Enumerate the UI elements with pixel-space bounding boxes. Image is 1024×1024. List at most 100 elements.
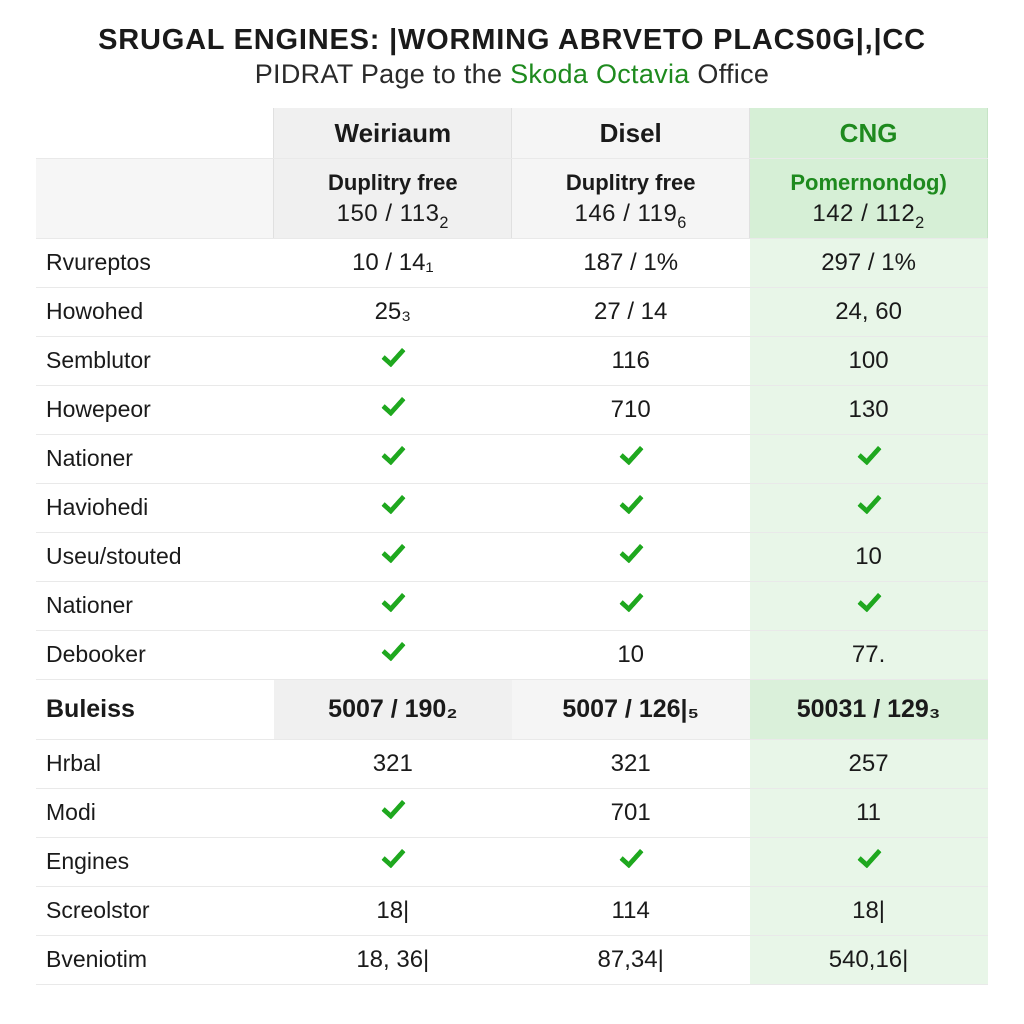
col1-name: Weiriaum [274, 108, 512, 158]
row-label: Bveniotim [36, 935, 274, 984]
table-row: Screolstor18|11418| [36, 886, 988, 935]
table-cell: 18, 36| [274, 935, 512, 984]
table-cell: 187 / 1% [512, 238, 750, 287]
table-cell [512, 837, 750, 886]
table-row: Debooker 1077. [36, 630, 988, 679]
table-cell [274, 532, 512, 581]
check-icon [618, 442, 644, 468]
col3-sub-suffix: 2 [915, 214, 925, 232]
table-cell: 257 [750, 739, 988, 788]
check-icon [618, 845, 644, 871]
table-row: Semblutor116100 [36, 336, 988, 385]
table-cell: 5007 / 190₂ [274, 679, 512, 739]
check-icon [380, 589, 406, 615]
table-cell: 10 [512, 630, 750, 679]
row-label: Modi [36, 788, 274, 837]
table-cell: 10 [750, 532, 988, 581]
table-cell: 24, 60 [750, 287, 988, 336]
table-cell [512, 581, 750, 630]
table-cell [274, 483, 512, 532]
page-title: SRUGAL ENGINES: |WORMING ABRVETO PLACS0G… [36, 24, 988, 57]
table-row: Modi 70111 [36, 788, 988, 837]
check-icon [618, 540, 644, 566]
row-label: Buleiss [36, 679, 274, 739]
col3-sub-label: Pomernondog) [790, 170, 946, 195]
col1-sub-label: Duplitry free [328, 170, 458, 195]
table-row: Rvureptos10 / 14₁187 / 1%297 / 1% [36, 238, 988, 287]
col2-sub-label: Duplitry free [566, 170, 696, 195]
table-cell [750, 483, 988, 532]
table-cell: 321 [512, 739, 750, 788]
check-icon [380, 344, 406, 370]
check-icon [618, 589, 644, 615]
table-cell [512, 483, 750, 532]
check-icon [618, 491, 644, 517]
row-label: Howohed [36, 287, 274, 336]
table-cell [274, 581, 512, 630]
table-cell [512, 434, 750, 483]
table-row: Useu/stouted 10 [36, 532, 988, 581]
table-row: Engines [36, 837, 988, 886]
row-label: Engines [36, 837, 274, 886]
table-cell [274, 385, 512, 434]
row-label: Debooker [36, 630, 274, 679]
table-cell [750, 581, 988, 630]
table-cell: 10 / 14₁ [274, 238, 512, 287]
col2-name: Disel [512, 108, 750, 158]
col1-sub: Duplitry free 150 / 1132 [274, 158, 512, 238]
comparison-table: Weiriaum Disel CNG Duplitry free 150 / 1… [36, 108, 988, 985]
col2-sub-value: 146 / 119 [574, 200, 677, 227]
col3-sub: Pomernondog) 142 / 1122 [750, 158, 988, 238]
check-icon [380, 491, 406, 517]
check-icon [856, 442, 882, 468]
table-cell: 540,16| [750, 935, 988, 984]
col2-sub: Duplitry free 146 / 1196 [512, 158, 750, 238]
table-cell: 5007 / 126|₅ [512, 679, 750, 739]
check-icon [856, 491, 882, 517]
table-cell [274, 837, 512, 886]
table-cell [750, 434, 988, 483]
subtitle-accent: Skoda Octavia [510, 59, 690, 89]
col2-sub-suffix: 6 [677, 214, 687, 232]
row-label: Haviohedi [36, 483, 274, 532]
table-row: Howepeor710130 [36, 385, 988, 434]
table-body: Rvureptos10 / 14₁187 / 1%297 / 1%Howohed… [36, 238, 988, 984]
table-cell: 100 [750, 336, 988, 385]
table-cell: 701 [512, 788, 750, 837]
page: SRUGAL ENGINES: |WORMING ABRVETO PLACS0G… [0, 0, 1024, 985]
table-row: Bveniotim18, 36|87,34|540,16| [36, 935, 988, 984]
check-icon [856, 589, 882, 615]
row-label: Nationer [36, 581, 274, 630]
page-subtitle: PIDRAT Page to the Skoda Octavia Office [36, 59, 988, 90]
table-header-row-2: Duplitry free 150 / 1132 Duplitry free 1… [36, 158, 988, 238]
check-icon [856, 845, 882, 871]
table-cell: 710 [512, 385, 750, 434]
table-row: Nationer [36, 434, 988, 483]
table-cell: 77. [750, 630, 988, 679]
col3-name: CNG [750, 108, 988, 158]
row-label: Semblutor [36, 336, 274, 385]
table-row: Haviohedi [36, 483, 988, 532]
col1-sub-suffix: 2 [439, 214, 449, 232]
table-cell: 130 [750, 385, 988, 434]
table-cell [274, 630, 512, 679]
row-label: Screolstor [36, 886, 274, 935]
check-icon [380, 638, 406, 664]
subtitle-pre: PIDRAT Page to the [255, 59, 510, 89]
check-icon [380, 393, 406, 419]
table-cell: 11 [750, 788, 988, 837]
header-empty [36, 108, 274, 158]
check-icon [380, 442, 406, 468]
table-cell: 297 / 1% [750, 238, 988, 287]
header-empty-2 [36, 158, 274, 238]
table-cell [512, 532, 750, 581]
row-label: Useu/stouted [36, 532, 274, 581]
table-cell [274, 434, 512, 483]
table-cell: 50031 / 129₃ [750, 679, 988, 739]
table-header-row-1: Weiriaum Disel CNG [36, 108, 988, 158]
table-cell: 321 [274, 739, 512, 788]
table-cell: 18| [750, 886, 988, 935]
table-row: Howohed25₃27 / 1424, 60 [36, 287, 988, 336]
table-cell [274, 336, 512, 385]
table-cell [274, 788, 512, 837]
